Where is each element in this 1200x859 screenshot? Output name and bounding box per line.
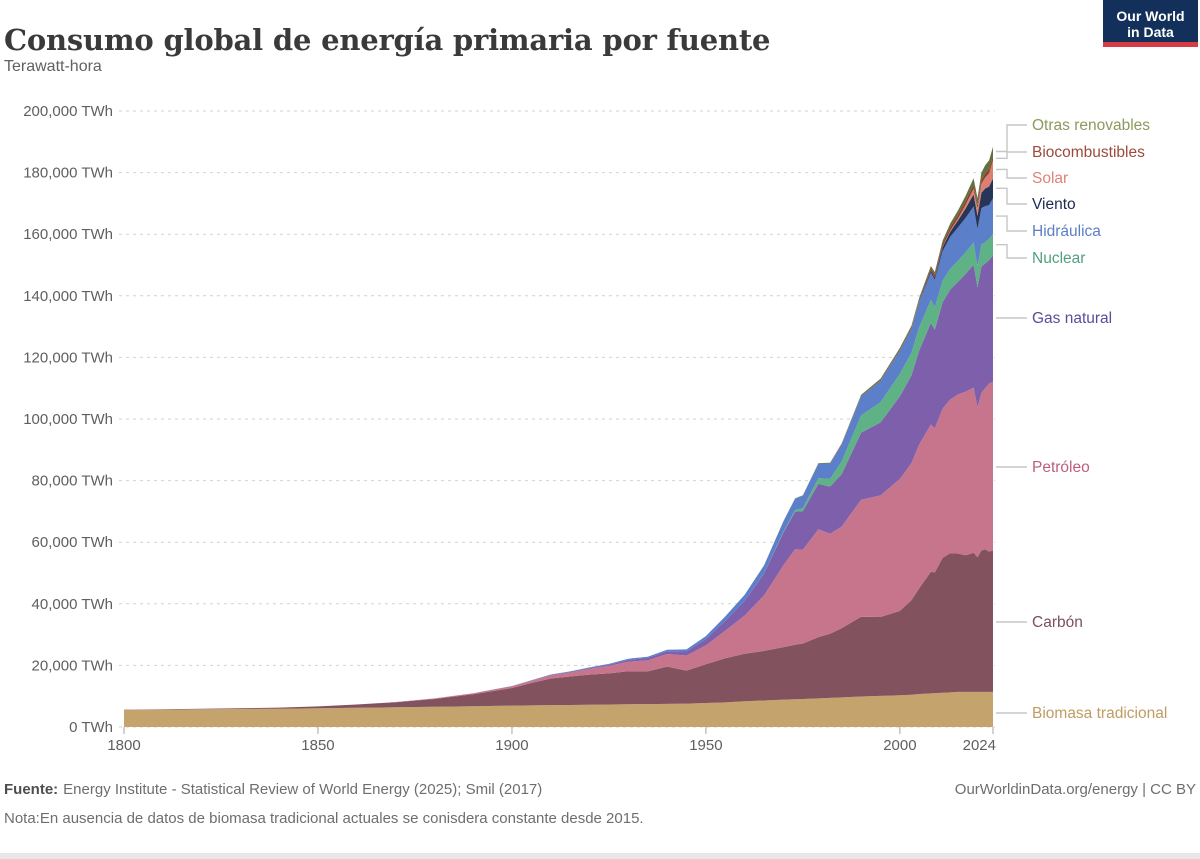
stacked-area-chart[interactable]: 0 TWh 20,000 TWh 40,000 TWh 60,000 TWh 80,00…	[0, 0, 1200, 778]
legend-label-otras_renovables[interactable]: Otras renovables	[1032, 117, 1150, 134]
area-carbon[interactable]	[124, 549, 993, 710]
y-axis-tick-label: 120,000 TWh	[23, 349, 113, 366]
legend-connector	[996, 244, 1027, 259]
legend-label-solar[interactable]: Solar	[1032, 170, 1068, 187]
legend-connector	[996, 215, 1027, 232]
y-axis-tick-label: 40,000 TWh	[32, 596, 113, 613]
x-axis-tick-label: 2000	[883, 737, 916, 754]
x-axis-tick-label: 1950	[689, 737, 722, 754]
owid-logo-red-strip	[1103, 42, 1198, 47]
y-axis-tick-label: 200,000 TWh	[23, 103, 113, 120]
chart-subtitle-units: Terawatt-hora	[4, 58, 102, 75]
legend-label-hidraulica[interactable]: Hidráulica	[1032, 223, 1101, 240]
owid-logo[interactable]: Our World in Data	[1103, 0, 1198, 47]
y-axis-tick-label: 160,000 TWh	[23, 226, 113, 243]
legend-label-petroleo[interactable]: Petróleo	[1032, 459, 1090, 476]
note-line: Nota:En ausencia de datos de biomasa tra…	[4, 810, 644, 827]
y-axis-tick-label: 0 TWh	[69, 719, 113, 736]
area-biomasa_tradicional[interactable]	[124, 691, 993, 727]
x-axis-tick-label: 1900	[495, 737, 528, 754]
credit-link[interactable]: OurWorldinData.org/energy | CC BY	[954, 781, 1196, 798]
legend-connector	[996, 151, 1027, 159]
note-text: En ausencia de datos de biomasa tradicio…	[39, 810, 644, 827]
y-axis-tick-label: 180,000 TWh	[23, 165, 113, 182]
bottom-divider-bar	[0, 853, 1200, 859]
legend-connector	[996, 124, 1027, 153]
y-axis-tick-label: 140,000 TWh	[23, 288, 113, 305]
source-line: Fuente: Energy Institute - Statistical Re…	[4, 781, 542, 798]
x-axis-tick-label: 1850	[301, 737, 334, 754]
source-text: Energy Institute - Statistical Review of…	[63, 781, 543, 798]
legend-connector	[996, 168, 1027, 179]
source-label: Fuente:	[4, 781, 59, 798]
legend-label-nuclear[interactable]: Nuclear	[1032, 250, 1085, 267]
legend-label-gas_natural[interactable]: Gas natural	[1032, 310, 1112, 327]
legend-label-viento[interactable]: Viento	[1032, 196, 1076, 213]
note-label: Nota:	[4, 810, 40, 827]
y-axis-tick-label: 20,000 TWh	[32, 657, 113, 674]
x-axis-tick-label: 1800	[107, 737, 140, 754]
y-axis-tick-label: 80,000 TWh	[32, 473, 113, 490]
y-axis-tick-label: 60,000 TWh	[32, 534, 113, 551]
legend-connector	[996, 187, 1027, 205]
page-title: Consumo global de energía primaria por f…	[4, 23, 771, 58]
owid-logo-line2: in Data	[1127, 24, 1174, 40]
x-axis-tick-label: 2024	[963, 737, 996, 754]
legend-label-carbon[interactable]: Carbón	[1032, 614, 1083, 631]
y-axis-tick-label: 100,000 TWh	[23, 411, 113, 428]
legend-label-biomasa_tradicional[interactable]: Biomasa tradicional	[1032, 705, 1167, 722]
legend-label-biocombustibles[interactable]: Biocombustibles	[1032, 144, 1145, 161]
area-petroleo[interactable]	[124, 381, 993, 710]
owid-logo-line1: Our World	[1116, 8, 1185, 24]
